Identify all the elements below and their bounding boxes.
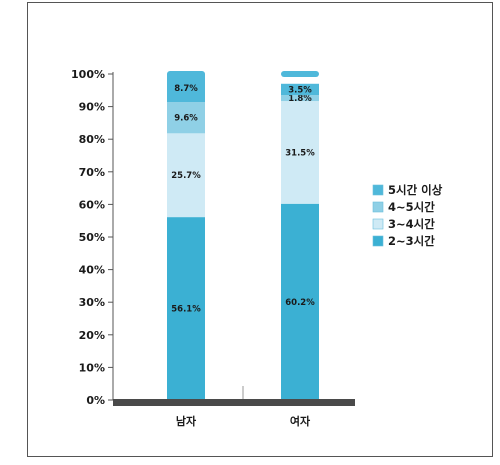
bar-segment-male-0 bbox=[167, 217, 205, 400]
y-tick-label: 100% bbox=[71, 68, 105, 81]
data-label: 31.5% bbox=[285, 148, 315, 158]
legend-label: 4~5시간 bbox=[388, 200, 435, 214]
legend-swatch bbox=[372, 218, 384, 230]
y-tick-label: 10% bbox=[79, 361, 105, 374]
legend-label: 5시간 이상 bbox=[388, 183, 443, 197]
y-tick-label: 20% bbox=[79, 329, 105, 342]
bar-segment-male-2 bbox=[167, 102, 205, 134]
legend-label: 3~4시간 bbox=[388, 217, 435, 231]
data-label: 1.8% bbox=[288, 94, 312, 104]
data-label: 25.7% bbox=[171, 171, 201, 181]
bar-segment-female-1 bbox=[281, 101, 319, 204]
legend-swatch bbox=[372, 235, 384, 247]
legend-label: 2~3시간 bbox=[388, 234, 435, 248]
bar-segment-male-1 bbox=[167, 133, 205, 218]
y-tick-label: 30% bbox=[79, 296, 105, 309]
y-tick-label: 80% bbox=[79, 133, 105, 146]
data-label: 9.6% bbox=[174, 114, 198, 124]
y-tick-label: 0% bbox=[86, 394, 105, 407]
data-label: 3.5% bbox=[288, 85, 312, 95]
bar-segment-male-3 bbox=[167, 73, 205, 103]
bar-segment-female-0 bbox=[281, 203, 319, 400]
bar-segment-female-3 bbox=[281, 83, 319, 96]
x-tick-label: 남자 bbox=[176, 414, 197, 428]
x-tick-label: 여자 bbox=[290, 414, 311, 428]
data-label: 60.2% bbox=[285, 298, 315, 308]
y-tick-label: 50% bbox=[79, 231, 105, 244]
data-label: 56.1% bbox=[171, 305, 201, 315]
y-tick-label: 70% bbox=[79, 166, 105, 179]
y-tick-label: 90% bbox=[79, 101, 105, 114]
y-tick-label: 40% bbox=[79, 264, 105, 277]
bar-top-cap bbox=[281, 71, 319, 77]
chart-floor bbox=[113, 399, 355, 406]
chart-frame bbox=[27, 2, 493, 457]
data-label: 8.7% bbox=[174, 84, 198, 94]
y-tick-label: 60% bbox=[79, 198, 105, 211]
bar-top-cap bbox=[167, 71, 205, 77]
legend-swatch bbox=[372, 184, 384, 196]
legend-swatch bbox=[372, 201, 384, 213]
bar-segment-female-2 bbox=[281, 95, 319, 102]
